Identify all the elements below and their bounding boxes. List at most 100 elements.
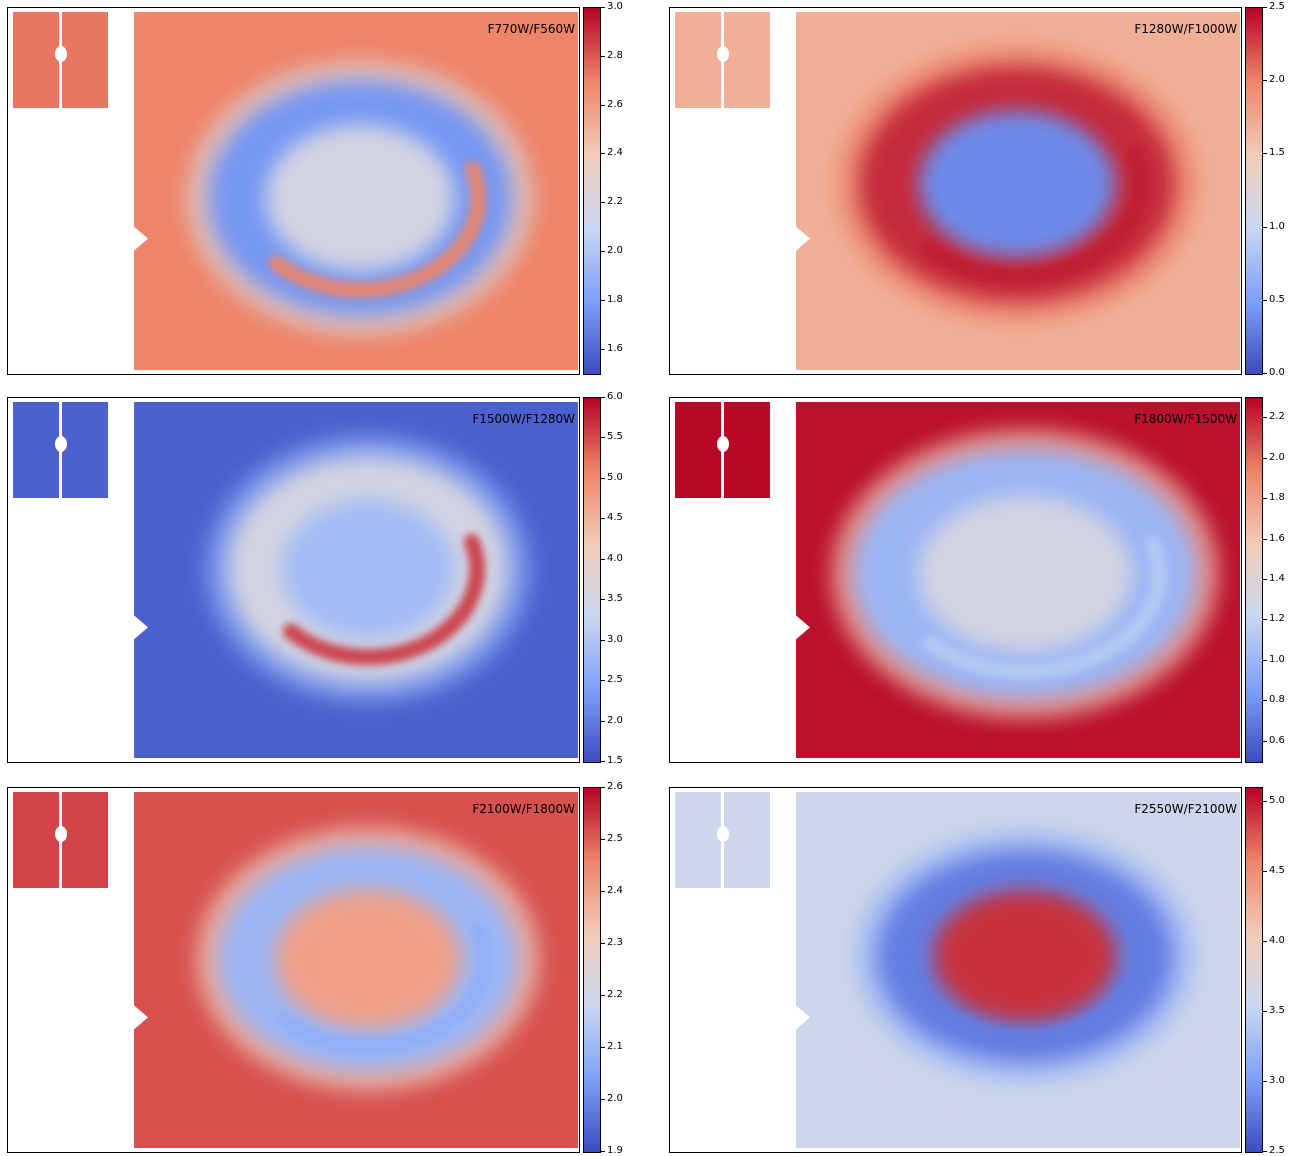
filter-ratio-label: F2550W/F2100W xyxy=(1134,802,1237,816)
nebula-interior xyxy=(933,890,1117,1022)
colorbar-tick-label: 2.0 xyxy=(607,714,623,726)
ratio-map-svg xyxy=(675,12,1240,370)
ratio-map-image: F1800W/F1500W xyxy=(669,397,1242,763)
colorbar-tick-label: 2.5 xyxy=(607,674,623,686)
colorbar-tick xyxy=(601,787,605,788)
inset-subarray xyxy=(13,12,108,108)
colorbar xyxy=(1245,787,1263,1153)
colorbar xyxy=(1245,7,1263,375)
colorbar-tick xyxy=(601,437,605,439)
colorbar-tick-label: 2.1 xyxy=(607,1041,623,1052)
detector-notch xyxy=(796,226,810,251)
colorbar-tick xyxy=(1263,299,1267,301)
detector-notch xyxy=(134,615,148,640)
colorbar-tick xyxy=(1263,498,1267,500)
colorbar-tick-label: 0.5 xyxy=(1269,293,1285,305)
colorbar-tick xyxy=(601,1099,605,1100)
colorbar-tick xyxy=(601,299,605,301)
colorbar-tick-label: 2.0 xyxy=(607,1093,623,1104)
colorbar-tick xyxy=(601,943,605,944)
colorbar-tick xyxy=(1263,373,1267,374)
nebula-interior xyxy=(919,110,1115,258)
colorbar-tick-label: 5.0 xyxy=(1269,795,1285,806)
detector-notch xyxy=(134,1005,148,1030)
colorbar-tick-label: 2.5 xyxy=(1269,1145,1285,1156)
colorbar-tick xyxy=(601,251,605,252)
filter-ratio-label: F1800W/F1500W xyxy=(1134,412,1237,426)
colorbar-tick xyxy=(601,7,605,8)
colorbar-tick-label: 2.2 xyxy=(607,989,623,1000)
detector-notch xyxy=(796,1005,810,1030)
colorbar-tick-label: 2.5 xyxy=(1269,1,1285,12)
inset-subarray xyxy=(675,402,770,498)
colorbar-tick-label: 2.0 xyxy=(1269,451,1285,463)
filter-ratio-label: F1500W/F1280W xyxy=(472,412,575,426)
colorbar-tick-label: 1.4 xyxy=(1269,573,1285,584)
ratio-map-svg xyxy=(13,402,578,758)
colorbar-tick-label: 6.0 xyxy=(607,391,623,402)
colorbar-tick xyxy=(601,680,605,682)
colorbar-tick-label: 2.6 xyxy=(607,98,623,110)
colorbar-tick-label: 1.0 xyxy=(1269,220,1285,232)
colorbar-tick-label: 1.6 xyxy=(1269,532,1285,544)
colorbar-tick-label: 2.6 xyxy=(607,781,623,792)
colorbar-tick-label: 1.8 xyxy=(1269,492,1285,504)
colorbar-tick xyxy=(601,761,605,762)
colorbar-tick-label: 5.0 xyxy=(607,471,623,483)
ratio-map-image: F770W/F560W xyxy=(7,7,580,375)
nebula-interior xyxy=(281,498,455,640)
nebula-interior xyxy=(918,496,1132,652)
colorbar-tick-label: 4.5 xyxy=(1269,865,1285,876)
colorbar-tick-label: 3.0 xyxy=(607,1,623,12)
colorbar-tick xyxy=(1263,619,1267,621)
colorbar-tick-label: 1.0 xyxy=(1269,653,1285,665)
colorbar-tick xyxy=(601,639,605,641)
colorbar-tick xyxy=(1263,659,1267,661)
colorbar-tick-label: 2.8 xyxy=(607,49,623,61)
colorbar-tick-label: 5.5 xyxy=(607,431,623,443)
ratio-map-image: F2550W/F2100W xyxy=(669,787,1242,1153)
colorbar-tick xyxy=(1263,7,1267,8)
colorbar xyxy=(583,397,601,763)
detector-notch xyxy=(796,615,810,640)
colorbar-tick xyxy=(601,558,605,560)
colorbar-tick xyxy=(1263,80,1267,82)
ratio-map-svg xyxy=(13,792,578,1148)
filter-ratio-label: F1280W/F1000W xyxy=(1134,22,1237,36)
nebula-arc xyxy=(277,924,493,1055)
colorbar-tick-label: 2.4 xyxy=(607,147,623,159)
colorbar-tick xyxy=(1263,417,1267,419)
colorbar-tick xyxy=(601,891,605,892)
colorbar-tick xyxy=(601,153,605,155)
inset-subarray xyxy=(675,12,770,108)
ratio-map-image: F1500W/F1280W xyxy=(7,397,580,763)
colorbar-tick xyxy=(601,720,605,722)
colorbar-tick-label: 1.5 xyxy=(1269,147,1285,159)
colorbar-tick xyxy=(1263,1151,1267,1152)
colorbar-tick-label: 1.8 xyxy=(607,293,623,305)
nebula-arc xyxy=(268,161,487,299)
ratio-map-svg xyxy=(675,792,1240,1148)
colorbar-tick xyxy=(1263,801,1267,802)
colorbar-tick xyxy=(1263,226,1267,228)
colorbar-tick-label: 0.8 xyxy=(1269,694,1285,706)
colorbar-tick-label: 4.5 xyxy=(607,512,623,524)
colorbar xyxy=(583,787,601,1153)
colorbar-tick xyxy=(1263,700,1267,702)
colorbar-tick xyxy=(601,477,605,479)
colorbar-tick-label: 2.2 xyxy=(607,196,623,208)
colorbar-tick xyxy=(601,104,605,106)
inset-subarray xyxy=(675,792,770,888)
filter-ratio-label: F770W/F560W xyxy=(487,22,575,36)
inset-subarray xyxy=(13,402,108,498)
colorbar-tick xyxy=(1263,941,1267,942)
colorbar-tick-label: 0.6 xyxy=(1269,734,1285,746)
colorbar-tick-label: 3.0 xyxy=(1269,1075,1285,1086)
nebula-arc xyxy=(921,147,1149,284)
nebula-arc xyxy=(935,922,1149,1047)
colorbar-tick-label: 2.5 xyxy=(607,833,623,844)
nebula-arc xyxy=(922,535,1168,680)
colorbar-tick xyxy=(601,1047,605,1048)
colorbar-tick xyxy=(601,839,605,840)
colorbar-tick xyxy=(1263,1011,1267,1012)
